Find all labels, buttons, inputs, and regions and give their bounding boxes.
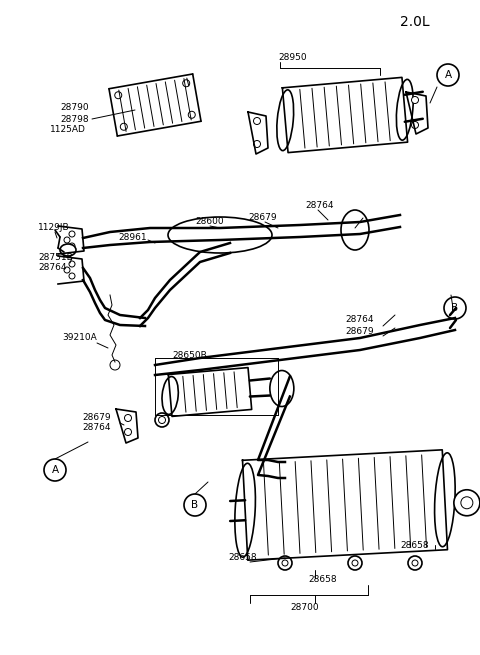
Ellipse shape [162,377,178,415]
Circle shape [454,490,480,515]
Text: 28679: 28679 [345,328,373,337]
Circle shape [188,111,195,119]
Text: 28600: 28600 [195,217,224,227]
Circle shape [115,92,122,99]
Circle shape [124,428,132,436]
Ellipse shape [277,90,294,151]
Circle shape [64,237,70,243]
Text: 28764: 28764 [345,316,373,324]
Text: 28658: 28658 [308,576,336,584]
Ellipse shape [60,244,76,256]
Circle shape [69,231,75,237]
Text: 28950: 28950 [278,54,307,62]
Circle shape [253,141,261,147]
Circle shape [64,267,70,273]
Circle shape [411,96,419,103]
Text: 28764: 28764 [38,263,67,272]
Text: 28764: 28764 [82,424,110,432]
Circle shape [437,64,459,86]
Circle shape [69,243,75,249]
Text: 28798: 28798 [60,115,89,124]
Ellipse shape [270,371,294,407]
Circle shape [110,360,120,370]
Ellipse shape [396,79,413,140]
Circle shape [348,556,362,570]
Circle shape [411,121,419,128]
Ellipse shape [341,210,369,250]
Text: 28658: 28658 [228,553,257,563]
Text: 28764: 28764 [305,200,334,210]
Circle shape [120,123,127,130]
Circle shape [44,459,66,481]
Ellipse shape [434,453,455,547]
Text: 28961: 28961 [118,233,146,242]
Circle shape [278,556,292,570]
Circle shape [461,496,473,509]
Circle shape [253,117,261,124]
Text: 1125AD: 1125AD [50,126,86,134]
Circle shape [282,560,288,566]
Circle shape [444,297,466,319]
Circle shape [158,417,166,424]
Text: A: A [51,465,59,475]
Text: 1129JB: 1129JB [38,223,70,233]
Circle shape [155,413,169,427]
Text: 28679: 28679 [248,214,276,223]
Circle shape [412,560,418,566]
Ellipse shape [235,463,255,557]
Circle shape [69,261,75,267]
Circle shape [124,415,132,422]
Text: B: B [451,303,458,313]
Text: 2.0L: 2.0L [400,15,430,29]
Text: 39210A: 39210A [62,333,97,343]
Ellipse shape [168,217,272,253]
Text: 28790: 28790 [60,103,89,113]
Circle shape [352,560,358,566]
Text: B: B [192,500,199,510]
Circle shape [183,80,190,86]
Circle shape [408,556,422,570]
Text: 28700: 28700 [290,603,319,612]
Text: A: A [444,70,452,80]
Text: 28650B: 28650B [172,350,207,360]
Text: 28658: 28658 [400,540,429,550]
Text: 28679: 28679 [82,413,110,422]
Circle shape [184,494,206,516]
Circle shape [69,273,75,279]
Text: 28751B: 28751B [38,253,73,263]
